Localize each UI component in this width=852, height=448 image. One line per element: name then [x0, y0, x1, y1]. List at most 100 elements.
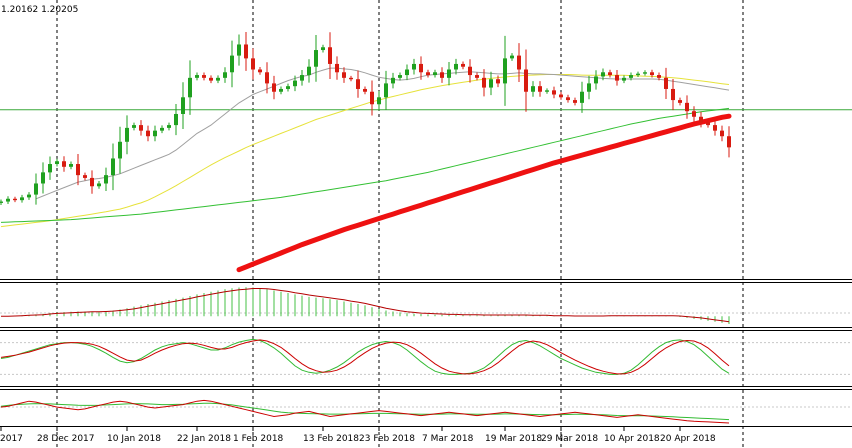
candle[interactable] — [727, 126, 731, 158]
candle[interactable] — [363, 86, 367, 95]
candle[interactable] — [433, 69, 437, 78]
candle[interactable] — [412, 58, 416, 75]
candle[interactable] — [370, 80, 374, 116]
candle[interactable] — [41, 162, 45, 194]
candle[interactable] — [216, 75, 220, 84]
candle[interactable] — [538, 81, 542, 97]
candle[interactable] — [48, 156, 52, 180]
candle[interactable] — [139, 120, 143, 136]
candle[interactable] — [356, 70, 360, 98]
candle[interactable] — [97, 180, 101, 189]
candle[interactable] — [692, 106, 696, 122]
candle[interactable] — [181, 82, 185, 129]
candle[interactable] — [391, 72, 395, 89]
candle[interactable] — [342, 67, 346, 83]
candle[interactable] — [531, 81, 535, 97]
candle[interactable] — [706, 119, 710, 128]
candle[interactable] — [153, 125, 157, 142]
candle[interactable] — [643, 70, 647, 76]
candle[interactable] — [195, 72, 199, 81]
candle[interactable] — [552, 86, 556, 99]
candle[interactable] — [209, 75, 213, 84]
candle[interactable] — [510, 53, 514, 61]
candle[interactable] — [587, 75, 591, 100]
candle[interactable] — [132, 122, 136, 131]
candle[interactable] — [629, 72, 633, 81]
candle[interactable] — [314, 35, 318, 82]
candle[interactable] — [720, 125, 724, 142]
candle[interactable] — [202, 72, 206, 81]
candle[interactable] — [251, 48, 255, 80]
candle[interactable] — [524, 49, 528, 112]
candle[interactable] — [580, 81, 584, 113]
candle[interactable] — [405, 64, 409, 81]
candle[interactable] — [272, 75, 276, 100]
candle[interactable] — [419, 56, 423, 80]
macd-pane[interactable] — [0, 287, 852, 325]
candle[interactable] — [76, 154, 80, 186]
candle[interactable] — [482, 69, 486, 97]
candle[interactable] — [545, 88, 549, 94]
candle[interactable] — [244, 31, 248, 71]
candle[interactable] — [454, 58, 458, 75]
candle[interactable] — [447, 61, 451, 86]
candle[interactable] — [384, 70, 388, 110]
candle[interactable] — [426, 69, 430, 78]
candle[interactable] — [657, 72, 661, 81]
candle[interactable] — [293, 75, 297, 92]
candle[interactable] — [55, 158, 59, 167]
candle[interactable] — [286, 83, 290, 92]
stochastic-pane[interactable] — [0, 338, 852, 375]
candle[interactable] — [713, 120, 717, 136]
candle[interactable] — [517, 43, 521, 83]
candle[interactable] — [27, 192, 31, 200]
candle[interactable] — [678, 97, 682, 106]
candle[interactable] — [328, 32, 332, 79]
candle[interactable] — [125, 115, 129, 155]
candle[interactable] — [174, 103, 178, 136]
candle[interactable] — [69, 161, 73, 170]
candle[interactable] — [104, 167, 108, 191]
candle[interactable] — [496, 75, 500, 88]
candle[interactable] — [258, 66, 262, 75]
candle[interactable] — [601, 68, 605, 81]
candle[interactable] — [300, 70, 304, 86]
candle[interactable] — [573, 97, 577, 106]
candle[interactable] — [237, 34, 241, 66]
candle[interactable] — [321, 44, 325, 53]
candle[interactable] — [335, 56, 339, 80]
candle[interactable] — [622, 75, 626, 84]
candle[interactable] — [90, 170, 94, 194]
candle[interactable] — [111, 143, 115, 191]
candle[interactable] — [83, 172, 87, 181]
candle[interactable] — [188, 60, 192, 115]
candle[interactable] — [594, 70, 598, 90]
candle[interactable] — [608, 69, 612, 78]
candle[interactable] — [160, 125, 164, 134]
candle[interactable] — [34, 173, 38, 205]
candle[interactable] — [62, 156, 66, 172]
candle[interactable] — [307, 59, 311, 83]
candle[interactable] — [671, 78, 675, 111]
candle[interactable] — [398, 72, 402, 81]
candle[interactable] — [20, 194, 24, 203]
candle[interactable] — [468, 59, 472, 83]
candle[interactable] — [265, 62, 269, 94]
candle[interactable] — [650, 69, 654, 78]
candle[interactable] — [13, 196, 17, 203]
candle[interactable] — [0, 199, 3, 205]
candle[interactable] — [664, 67, 668, 99]
candle[interactable] — [223, 67, 227, 83]
candle[interactable] — [279, 86, 283, 95]
candle[interactable] — [636, 71, 640, 78]
candle[interactable] — [489, 71, 493, 96]
oscillator-pane[interactable] — [0, 399, 852, 424]
candle[interactable] — [118, 126, 122, 174]
candlesticks[interactable] — [0, 31, 731, 205]
candle[interactable] — [377, 91, 381, 111]
candle[interactable] — [349, 75, 353, 82]
candle[interactable] — [615, 70, 619, 86]
candle[interactable] — [6, 196, 10, 205]
